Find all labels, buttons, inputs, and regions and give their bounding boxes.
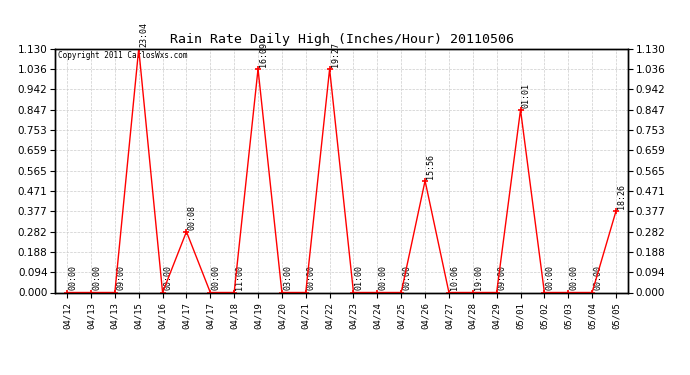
Text: 09:00: 09:00 bbox=[498, 266, 507, 290]
Text: 01:00: 01:00 bbox=[355, 266, 364, 290]
Text: 00:08: 00:08 bbox=[188, 204, 197, 230]
Text: 00:00: 00:00 bbox=[569, 266, 578, 290]
Text: 00:00: 00:00 bbox=[546, 266, 555, 290]
Text: 00:00: 00:00 bbox=[593, 266, 602, 290]
Title: Rain Rate Daily High (Inches/Hour) 20110506: Rain Rate Daily High (Inches/Hour) 20110… bbox=[170, 33, 513, 46]
Text: 15:56: 15:56 bbox=[426, 154, 435, 178]
Text: 00:00: 00:00 bbox=[402, 266, 411, 290]
Text: 11:00: 11:00 bbox=[235, 266, 244, 290]
Text: 00:00: 00:00 bbox=[68, 266, 77, 290]
Text: 19:00: 19:00 bbox=[474, 266, 483, 290]
Text: 00:00: 00:00 bbox=[307, 266, 316, 290]
Text: 09:00: 09:00 bbox=[116, 266, 125, 290]
Text: 16:09: 16:09 bbox=[259, 42, 268, 67]
Text: 00:00: 00:00 bbox=[92, 266, 101, 290]
Text: 23:04: 23:04 bbox=[140, 22, 149, 46]
Text: Copyright 2011 CarlosWxs.com: Copyright 2011 CarlosWxs.com bbox=[58, 51, 188, 60]
Text: 00:00: 00:00 bbox=[379, 266, 388, 290]
Text: 00:00: 00:00 bbox=[212, 266, 221, 290]
Text: 01:01: 01:01 bbox=[522, 82, 531, 108]
Text: 10:06: 10:06 bbox=[450, 266, 459, 290]
Text: 00:00: 00:00 bbox=[164, 266, 172, 290]
Text: 03:00: 03:00 bbox=[283, 266, 292, 290]
Text: 18:26: 18:26 bbox=[617, 184, 626, 209]
Text: 19:27: 19:27 bbox=[331, 42, 339, 67]
